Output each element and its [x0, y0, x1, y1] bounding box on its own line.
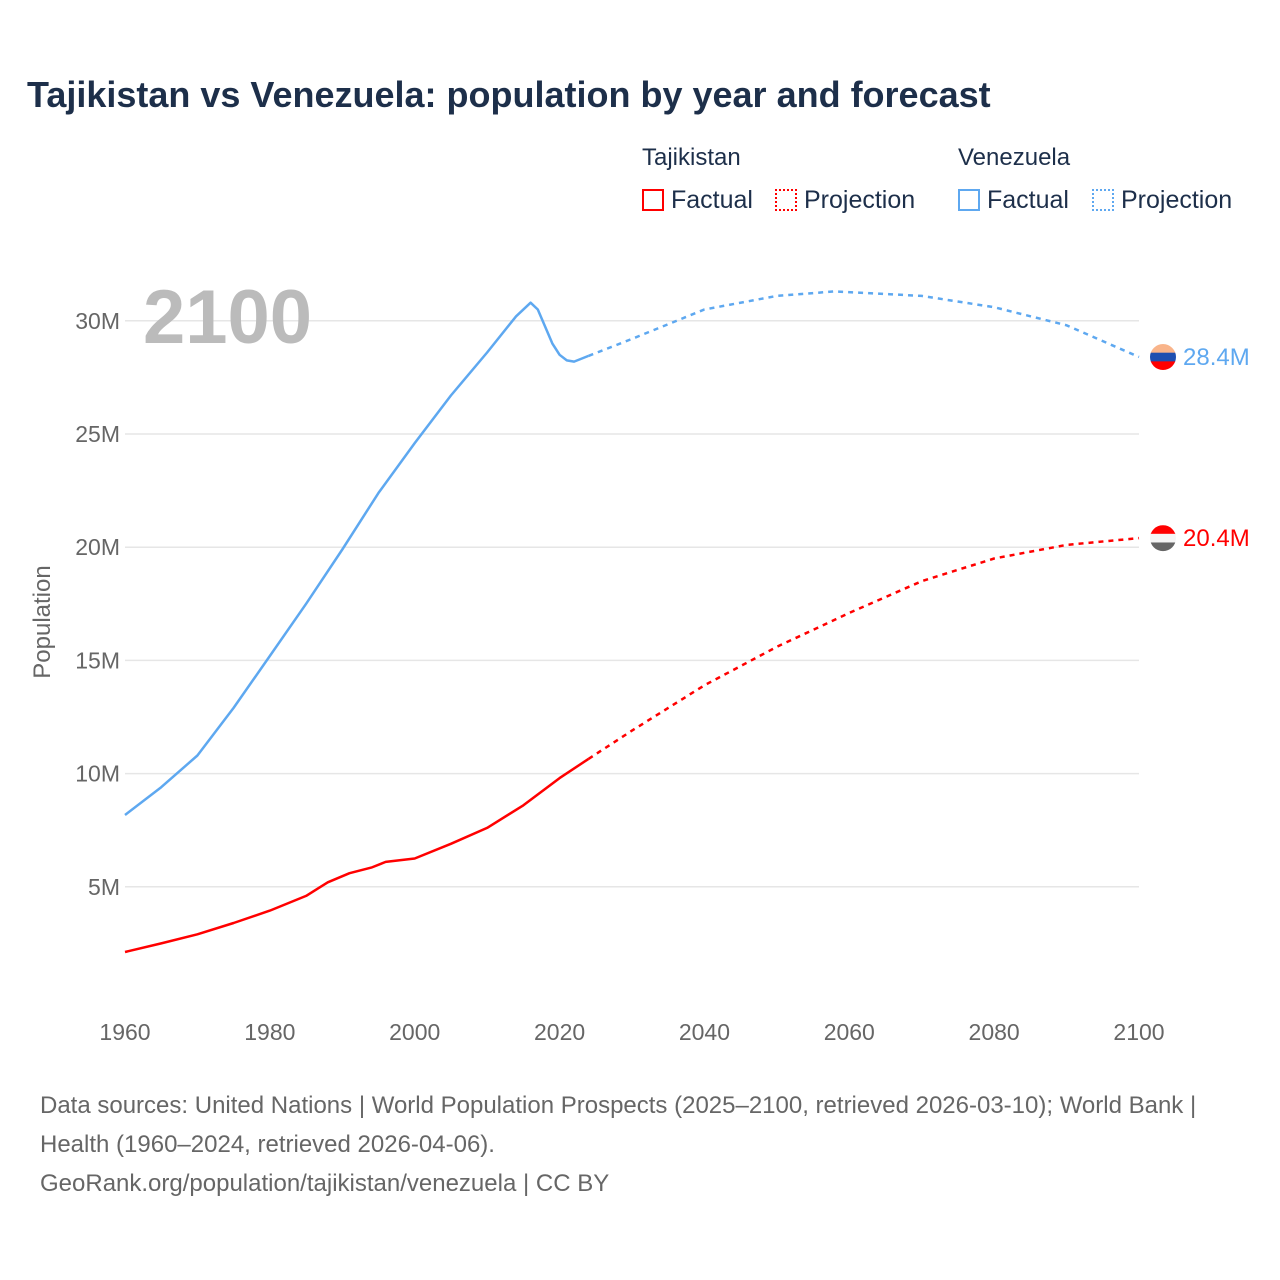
legend-swatch — [1092, 189, 1114, 211]
legend-tajikistan-projection[interactable]: Projection — [775, 186, 915, 215]
venezuela-flag-icon — [1150, 344, 1176, 371]
legend-label: Factual — [671, 186, 753, 214]
legend-tajikistan-factual[interactable]: Factual — [642, 186, 753, 215]
tajikistan-flag-icon — [1150, 525, 1176, 552]
legend-label: Projection — [1121, 186, 1233, 214]
legend-swatch — [642, 189, 664, 211]
tajikistan-factual-line — [124, 757, 590, 954]
x-tick-label: 1980 — [244, 1019, 295, 1045]
legend-swatch — [775, 189, 797, 211]
y-tick-label: 10M — [75, 761, 120, 787]
footer-sources: Data sources: United Nations | World Pop… — [40, 1092, 1197, 1158]
y-axis-label: Population — [29, 565, 56, 678]
legend-group-tajikistan: Tajikistan — [642, 144, 741, 171]
x-tick-label: 2100 — [1113, 1019, 1164, 1045]
legend-group-venezuela: Venezuela — [958, 144, 1071, 171]
year-watermark: 2100 — [143, 275, 312, 360]
venezuela-projection-line — [588, 290, 1140, 359]
y-tick-label: 25M — [75, 421, 120, 447]
y-tick-label: 30M — [75, 308, 120, 334]
y-tick-label: 20M — [75, 534, 120, 560]
y-tick-label: 5M — [88, 874, 120, 900]
legend-label: Factual — [987, 186, 1069, 214]
venezuela-factual-line — [124, 301, 589, 816]
tajikistan-end-label: 20.4M — [1183, 525, 1250, 552]
x-tick-label: 2080 — [969, 1019, 1020, 1045]
x-tick-label: 2020 — [534, 1019, 585, 1045]
legend-label: Projection — [804, 186, 916, 214]
venezuela-end-label: 28.4M — [1183, 344, 1250, 371]
x-tick-label: 2040 — [679, 1019, 730, 1045]
x-tick-label: 2060 — [824, 1019, 875, 1045]
x-tick-label: 2000 — [389, 1019, 440, 1045]
legend-swatch — [958, 189, 980, 211]
chart-title: Tajikistan vs Venezuela: population by y… — [27, 74, 991, 115]
legend-venezuela-factual[interactable]: Factual — [958, 186, 1069, 215]
y-tick-label: 15M — [75, 647, 120, 673]
footer-credit[interactable]: GeoRank.org/population/tajikistan/venezu… — [40, 1170, 610, 1197]
x-tick-label: 1960 — [99, 1019, 150, 1045]
legend-venezuela-projection[interactable]: Projection — [1092, 186, 1232, 215]
footer: Data sources: United Nations | World Pop… — [40, 1086, 1240, 1203]
tajikistan-projection-line — [587, 536, 1140, 760]
